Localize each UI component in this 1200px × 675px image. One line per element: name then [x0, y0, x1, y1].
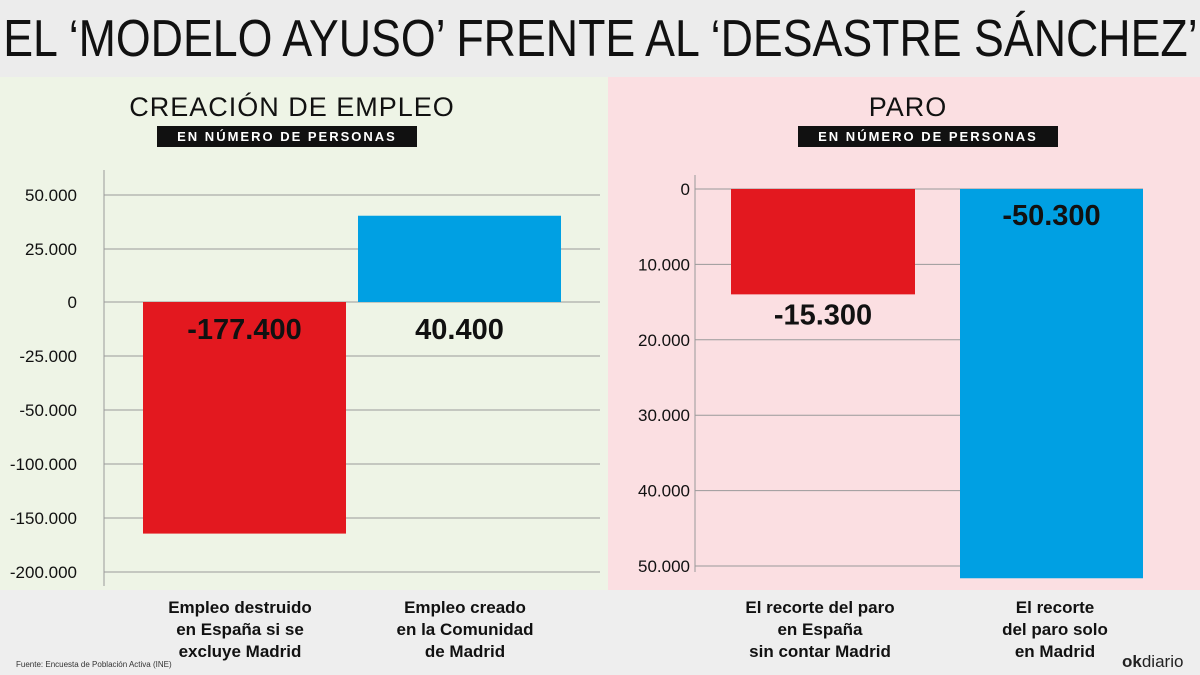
category-label-line: en la Comunidad: [396, 620, 534, 639]
category-label-line: El recorte del paro: [745, 598, 895, 617]
okdiario-logo: okdiario: [1122, 652, 1184, 671]
y-tick-label: 0: [68, 293, 77, 312]
bar: [731, 189, 915, 295]
y-tick-label: -50.000: [19, 401, 77, 420]
y-tick-label: 20.000: [638, 331, 690, 350]
source-note: Fuente: Encuesta de Población Activa (IN…: [16, 660, 172, 669]
y-tick-label: -150.000: [10, 509, 77, 528]
category-label-line: excluye Madrid: [178, 642, 302, 661]
data-label: -50.300: [1002, 200, 1100, 232]
employment-chart: 50.000 25.000 0 -25.000 -50.000 -100.000 -150.…: [10, 170, 600, 586]
category-label-line: de Madrid: [424, 642, 506, 661]
category-label-line: en España si se: [176, 620, 304, 639]
employment-chart-subtitle: EN NÚMERO DE PERSONAS: [157, 126, 417, 147]
y-tick-label: 50.000: [638, 557, 690, 576]
y-tick-label: -200.000: [10, 563, 77, 582]
category-label-employment-madrid: Empleo creado en la Comunidad de Madrid: [360, 597, 570, 663]
y-tick-label: 10.000: [638, 255, 690, 274]
data-label: -15.300: [774, 299, 872, 331]
category-label-employment-spain: Empleo destruido en España si se excluye…: [140, 597, 340, 663]
page-title: EL ‘MODELO AYUSO’ FRENTE AL ‘DESASTRE SÁ…: [2, 9, 1198, 68]
unemployment-chart-subtitle: EN NÚMERO DE PERSONAS: [798, 126, 1058, 147]
bar: [143, 302, 346, 534]
category-label-line: en España: [777, 620, 863, 639]
y-tick-label: -100.000: [10, 455, 77, 474]
y-tick-label: 40.000: [638, 482, 690, 501]
category-label-line: en Madrid: [1014, 642, 1096, 661]
category-strip: [0, 590, 1200, 675]
category-label-line: del paro solo: [1002, 620, 1108, 639]
unemployment-chart: 0 10.000 20.000 30.000 40.000 50.000 -15.300 -5…: [638, 175, 1143, 579]
y-tick-label: -25.000: [19, 347, 77, 366]
title-bar: EL ‘MODELO AYUSO’ FRENTE AL ‘DESASTRE SÁ…: [0, 0, 1200, 77]
category-label-unemployment-madrid: El recorte del paro solo en Madrid: [965, 597, 1145, 663]
category-label-line: Empleo creado: [404, 598, 526, 617]
bar: [358, 215, 561, 302]
category-label-line: sin contar Madrid: [749, 642, 891, 661]
data-label: 40.400: [415, 314, 504, 346]
category-label-line: Empleo destruido: [168, 598, 312, 617]
y-tick-label: 0: [681, 180, 690, 199]
category-label-line: El recorte: [1015, 598, 1095, 617]
unemployment-chart-title: PARO: [868, 92, 948, 122]
y-tick-label: 25.000: [25, 240, 77, 259]
y-tick-label: 50.000: [25, 186, 77, 205]
employment-chart-title: CREACIÓN DE EMPLEO: [129, 92, 455, 122]
bar: [960, 189, 1143, 579]
y-tick-label: 30.000: [638, 406, 690, 425]
data-label: -177.400: [187, 314, 302, 346]
category-label-unemployment-spain: El recorte del paro en España sin contar…: [710, 597, 930, 663]
